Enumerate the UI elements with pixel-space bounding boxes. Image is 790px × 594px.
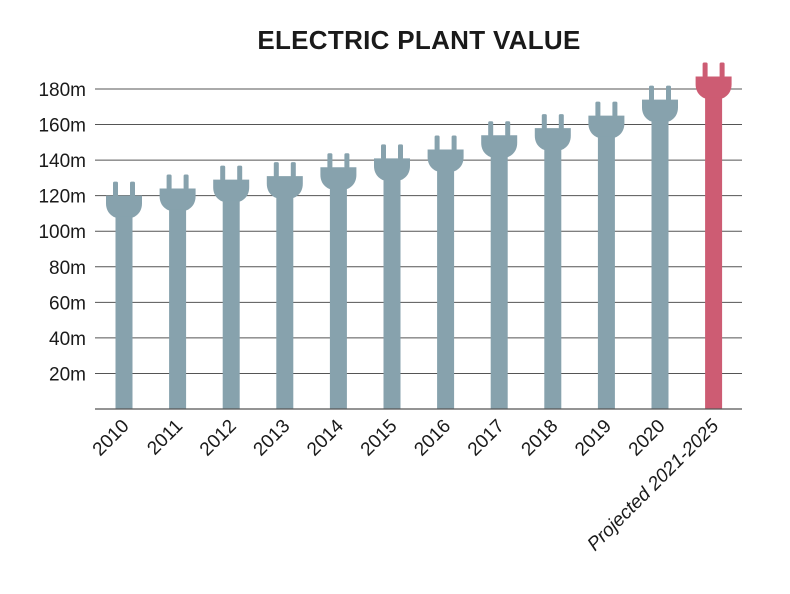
y-tick-label: 160m — [38, 116, 86, 137]
bar-2017 — [481, 121, 518, 409]
x-tick-label: 2010 — [89, 416, 134, 461]
x-tick-label: 2011 — [143, 416, 187, 460]
bar-2012 — [213, 165, 250, 409]
bars — [106, 62, 732, 410]
x-tick-label: 2016 — [410, 416, 455, 461]
x-tick-label: 2020 — [625, 416, 670, 461]
y-tick-label: 80m — [49, 258, 86, 279]
bar-2010 — [106, 181, 142, 409]
x-tick-label: 2012 — [196, 416, 241, 461]
x-axis: 2010 2011 2012 2013 2014 2015 2016 2017 2018 2019… — [89, 408, 742, 555]
bar-2019 — [588, 101, 625, 409]
y-tick-label: 180m — [38, 80, 86, 101]
x-tick-label: 2013 — [250, 416, 295, 461]
bar-2018 — [534, 114, 571, 409]
gridlines — [95, 88, 742, 374]
x-tick-label: 2019 — [571, 416, 616, 461]
bar-2014 — [320, 153, 357, 409]
bar-projected-2021-2025 — [695, 62, 732, 410]
y-tick-label: 100m — [38, 222, 86, 243]
y-tick-label: 40m — [49, 329, 86, 350]
y-tick-label: 60m — [49, 293, 86, 314]
bar-2016 — [427, 135, 464, 409]
y-axis: 20m 40m 60m 80m 100m 120m 140m 160m 180m — [38, 80, 86, 385]
y-tick-label: 120m — [38, 187, 86, 208]
bar-2011 — [159, 174, 196, 409]
y-tick-label: 140m — [38, 151, 86, 172]
x-tick-label: 2014 — [303, 415, 348, 460]
x-tick-label: 2017 — [464, 416, 509, 461]
bar-2015 — [374, 144, 410, 409]
bar-2020 — [642, 85, 678, 410]
chart-title: ELECTRIC PLANT VALUE — [257, 25, 581, 55]
bar-2013 — [266, 162, 303, 409]
x-tick-label: 2018 — [518, 416, 563, 461]
x-tick-label: 2015 — [357, 416, 402, 461]
y-tick-label: 20m — [49, 364, 86, 385]
